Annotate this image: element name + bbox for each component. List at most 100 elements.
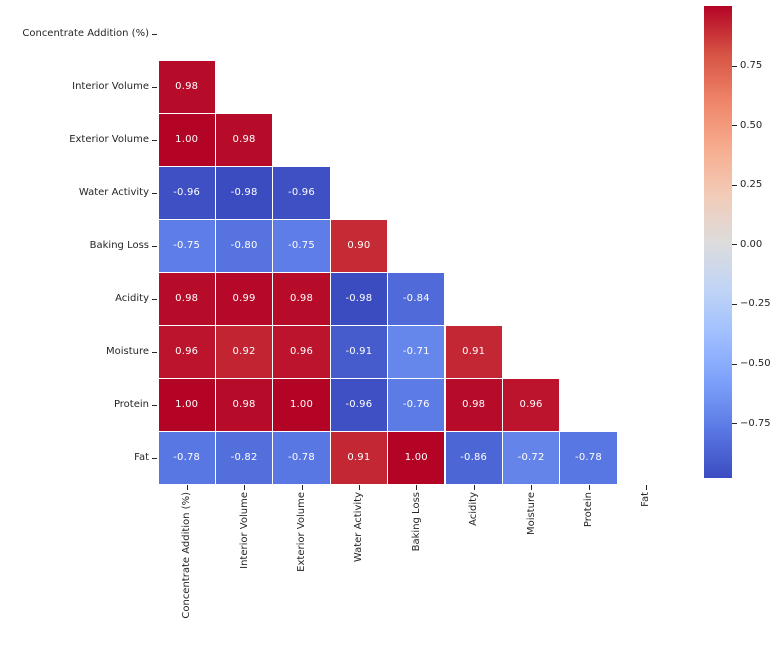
colorbar-tick-mark bbox=[732, 363, 737, 365]
heatmap-cell: 0.99 bbox=[215, 272, 273, 325]
heatmap-cell: -0.78 bbox=[560, 431, 617, 484]
x-tick-mark bbox=[531, 485, 533, 490]
x-tick-mark bbox=[645, 485, 647, 490]
x-tick-mark bbox=[244, 485, 246, 490]
y-tick-label: Protein bbox=[113, 399, 149, 410]
cell-value: 0.90 bbox=[347, 240, 371, 251]
cell-value: 0.98 bbox=[462, 399, 486, 410]
y-tick-label: Water Activity bbox=[78, 187, 149, 198]
cell-value: -0.75 bbox=[288, 240, 315, 251]
cell-value: 1.00 bbox=[175, 134, 199, 145]
cell-value: -0.78 bbox=[173, 452, 201, 463]
x-tick-label: Concentrate Addition (%) bbox=[181, 492, 193, 619]
cell-value: -0.78 bbox=[575, 452, 602, 463]
cell-value: -0.82 bbox=[230, 452, 258, 463]
cell-value: 0.98 bbox=[232, 134, 256, 145]
cell-value: 1.00 bbox=[404, 452, 428, 463]
heatmap-cell: -0.96 bbox=[158, 166, 215, 219]
x-tick-mark bbox=[358, 485, 360, 490]
heatmap-cell: -0.71 bbox=[388, 325, 445, 378]
heatmap-cell: -0.80 bbox=[215, 219, 273, 272]
cell-value: 0.91 bbox=[462, 346, 486, 357]
x-tick-label: Fat bbox=[640, 492, 652, 507]
heatmap-cell: 0.98 bbox=[158, 272, 215, 325]
heatmap-cell: -0.84 bbox=[388, 272, 445, 325]
heatmap-cell: 0.90 bbox=[330, 219, 388, 272]
cell-value: -0.96 bbox=[345, 399, 373, 410]
cell-value: 0.98 bbox=[289, 293, 314, 304]
cell-value: -0.78 bbox=[288, 452, 315, 463]
cell-value: 0.96 bbox=[289, 346, 314, 357]
colorbar-tick-label: −0.75 bbox=[740, 417, 771, 429]
colorbar-tick-mark bbox=[732, 125, 737, 127]
cell-value: 0.96 bbox=[519, 399, 543, 410]
cell-value: -0.96 bbox=[288, 187, 315, 198]
y-tick-mark bbox=[152, 245, 157, 247]
y-tick-label: Baking Loss bbox=[89, 240, 149, 251]
y-tick-mark bbox=[152, 192, 157, 194]
cell-value: -0.84 bbox=[402, 293, 430, 304]
colorbar-tick-label: 0.25 bbox=[740, 179, 763, 191]
heatmap-cell: -0.78 bbox=[158, 431, 215, 484]
colorbar-tick-label: 0.50 bbox=[740, 119, 763, 131]
y-tick-mark bbox=[152, 86, 157, 88]
heatmap-cell: 1.00 bbox=[388, 431, 445, 484]
heatmap-cell: 0.98 bbox=[445, 378, 502, 431]
heatmap-cell: -0.82 bbox=[215, 431, 273, 484]
y-tick-mark bbox=[152, 351, 157, 353]
x-tick-mark bbox=[186, 485, 188, 490]
y-tick-label: Fat bbox=[134, 452, 149, 463]
heatmap-cell: -0.72 bbox=[502, 431, 560, 484]
x-tick-label: Acidity bbox=[468, 492, 480, 526]
colorbar-tick-mark bbox=[732, 65, 737, 67]
colorbar-tick-mark bbox=[732, 303, 737, 305]
y-tick-label: Concentrate Addition (%) bbox=[22, 28, 149, 39]
heatmap-cell: 0.92 bbox=[215, 325, 273, 378]
y-tick-label: Exterior Volume bbox=[69, 134, 149, 145]
heatmap-cell: -0.75 bbox=[158, 219, 215, 272]
heatmap-cell: 0.96 bbox=[158, 325, 215, 378]
cell-value: -0.86 bbox=[460, 452, 488, 463]
colorbar bbox=[704, 6, 732, 478]
colorbar-tick-mark bbox=[732, 423, 737, 425]
cell-value: -0.98 bbox=[345, 293, 373, 304]
x-tick-mark bbox=[588, 485, 590, 490]
x-tick-mark bbox=[416, 485, 418, 490]
cell-value: 1.00 bbox=[175, 399, 199, 410]
cell-value: 0.98 bbox=[175, 293, 199, 304]
heatmap-cell: 0.91 bbox=[445, 325, 502, 378]
cell-value: -0.76 bbox=[402, 399, 430, 410]
y-tick-label: Interior Volume bbox=[72, 81, 149, 92]
colorbar-tick-label: 0.75 bbox=[740, 60, 763, 72]
heatmap-cell: 1.00 bbox=[273, 378, 330, 431]
cell-value: -0.91 bbox=[345, 346, 373, 357]
colorbar-tick-label: −0.25 bbox=[740, 298, 771, 310]
colorbar-tick-label: −0.50 bbox=[740, 358, 771, 370]
heatmap-cell: -0.98 bbox=[330, 272, 388, 325]
x-tick-label: Interior Volume bbox=[238, 492, 250, 569]
cell-value: 0.98 bbox=[232, 399, 256, 410]
cell-value: -0.72 bbox=[517, 452, 545, 463]
y-tick-label: Acidity bbox=[115, 293, 149, 304]
heatmap-cell: 0.91 bbox=[330, 431, 388, 484]
heatmap-cell: 1.00 bbox=[158, 113, 215, 166]
heatmap-cell: -0.96 bbox=[330, 378, 388, 431]
heatmap-cell: 0.98 bbox=[273, 272, 330, 325]
cell-value: 0.96 bbox=[175, 346, 199, 357]
y-tick-mark bbox=[152, 298, 157, 300]
heatmap-cell: -0.78 bbox=[273, 431, 330, 484]
colorbar-tick-label: 0.00 bbox=[740, 238, 763, 250]
colorbar-tick-mark bbox=[732, 184, 737, 186]
heatmap-cell: 0.96 bbox=[273, 325, 330, 378]
x-tick-label: Water Activity bbox=[353, 492, 365, 563]
heatmap-cell: -0.91 bbox=[330, 325, 388, 378]
x-tick-label: Protein bbox=[583, 492, 594, 528]
heatmap-cell: 0.98 bbox=[215, 113, 273, 166]
cell-value: -0.96 bbox=[173, 187, 201, 198]
cell-value: 0.98 bbox=[175, 81, 199, 92]
heatmap-cell: 0.96 bbox=[502, 378, 560, 431]
y-tick-mark bbox=[152, 457, 157, 459]
cell-value: -0.75 bbox=[173, 240, 201, 251]
heatmap-cell: 1.00 bbox=[158, 378, 215, 431]
